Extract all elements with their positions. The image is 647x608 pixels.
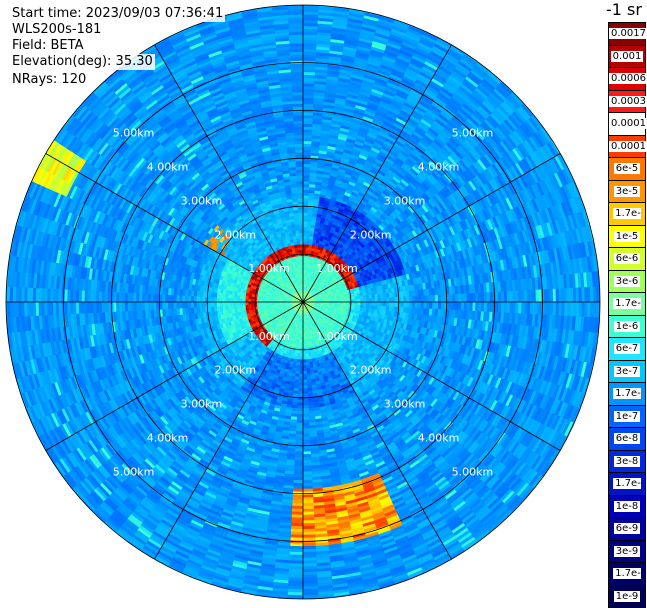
colorbar-tick-label: 6e-9 — [614, 523, 641, 534]
colorbar-tick-label: 1e-6 — [614, 321, 641, 332]
colorbar-tick-label: 6e-7 — [614, 343, 641, 354]
ring-label: 4.00km — [418, 161, 460, 174]
colorbar-cell: 0.001 — [608, 45, 646, 69]
colorbar-cell: 6e-7 — [608, 337, 646, 361]
ring-label: 1.00km — [248, 330, 290, 343]
colorbar-cell: 6e-5 — [608, 157, 646, 181]
colorbar-cell: 1e-9 — [608, 585, 646, 608]
ring-label: 3.00km — [181, 194, 223, 207]
colorbar-tick-label: 0.0003 — [609, 96, 647, 107]
colorbar-cell: 6e-8 — [608, 427, 646, 451]
colorbar-cell: 3e-9 — [608, 540, 646, 564]
ring-label: 1.00km — [248, 262, 290, 275]
ring-label: 1.00km — [316, 330, 358, 343]
elevation-label: Elevation(deg): 35.30 — [10, 54, 155, 70]
colorbar-cell: 0.0006 — [608, 67, 646, 91]
ring-label: 2.00km — [350, 228, 392, 241]
colorbar-cell: 1e-8 — [608, 495, 646, 519]
colorbar-tick-label: 0.0006 — [609, 73, 647, 84]
colorbar-tick-label: 0.0001 — [609, 141, 647, 152]
ring-label: 4.00km — [147, 432, 189, 445]
colorbar-cell: 0.0017 — [608, 22, 646, 46]
ring-label: 4.00km — [418, 432, 460, 445]
ring-label: 3.00km — [384, 194, 426, 207]
colorbar-cell: 1.7e-5 — [608, 202, 646, 226]
colorbar-tick-label: 1e-7 — [614, 411, 641, 422]
colorbar-unit-label: -1 sr — [606, 0, 642, 19]
ring-label: 3.00km — [181, 398, 223, 411]
ring-label: 5.00km — [113, 127, 155, 140]
colorbar-tick-label: 3e-9 — [614, 546, 641, 557]
colorbar-cell: 3e-7 — [608, 360, 646, 384]
colorbar-cell: 1e-7 — [608, 405, 646, 429]
colorbar-cell: 0.0001 — [608, 135, 646, 159]
colorbar-tick-label: 1e-8 — [614, 501, 641, 512]
colorbar-tick-label: 6e-5 — [614, 163, 641, 174]
colorbar-tick-label: 3e-5 — [614, 186, 641, 197]
colorbar-tick-label: 0.0017 — [609, 28, 647, 39]
ring-label: 5.00km — [452, 127, 494, 140]
ring-label: 4.00km — [147, 161, 189, 174]
ring-label: 5.00km — [113, 465, 155, 478]
colorbar-cell: 1.7e-7 — [608, 382, 646, 406]
colorbar-cell: 0.0003 — [608, 90, 646, 114]
ring-label: 3.00km — [384, 398, 426, 411]
ring-label: 1.00km — [316, 262, 358, 275]
colorbar-tick-label: 6e-8 — [614, 433, 641, 444]
colorbar-tick-label: 0.00017 — [609, 118, 647, 129]
colorbar-cell: 3e-8 — [608, 450, 646, 474]
colorbar-cell: 1e-5 — [608, 225, 646, 249]
colorbar-tick-label: 3e-7 — [614, 366, 641, 377]
colorbar-tick-label: 1e-5 — [614, 231, 641, 242]
instrument-label: WLS200s-181 — [10, 22, 103, 38]
field-label: Field: BETA — [10, 38, 85, 54]
colorbar-cell: 6e-6 — [608, 247, 646, 271]
colorbar-cell: 1e-6 — [608, 315, 646, 339]
start-time-label: Start time: 2023/09/03 07:36:41 — [10, 6, 225, 22]
colorbar-tick-label: 1e-9 — [614, 591, 641, 602]
ring-label: 2.00km — [350, 364, 392, 377]
colorbar-tick-label: 3e-8 — [614, 456, 641, 467]
colorbar-cell: 1.7e-8 — [608, 472, 646, 496]
colorbar-cell: 1.7e-9 — [608, 562, 646, 586]
colorbar-tick-label: 0.001 — [611, 51, 644, 62]
colorbar-tick-label: 3e-6 — [614, 276, 641, 287]
colorbar-cell: 3e-6 — [608, 270, 646, 294]
colorbar-tick-label: 6e-6 — [614, 253, 641, 264]
colorbar-cell: 1.7e-6 — [608, 292, 646, 316]
colorbar-cell: 6e-9 — [608, 517, 646, 541]
colorbar-cell: 0.00017 — [608, 112, 646, 136]
ring-label: 5.00km — [452, 465, 494, 478]
colorbar-cell: 3e-5 — [608, 180, 646, 204]
ring-label: 2.00km — [215, 228, 257, 241]
nrays-label: NRays: 120 — [10, 72, 88, 88]
ring-label: 2.00km — [215, 364, 257, 377]
